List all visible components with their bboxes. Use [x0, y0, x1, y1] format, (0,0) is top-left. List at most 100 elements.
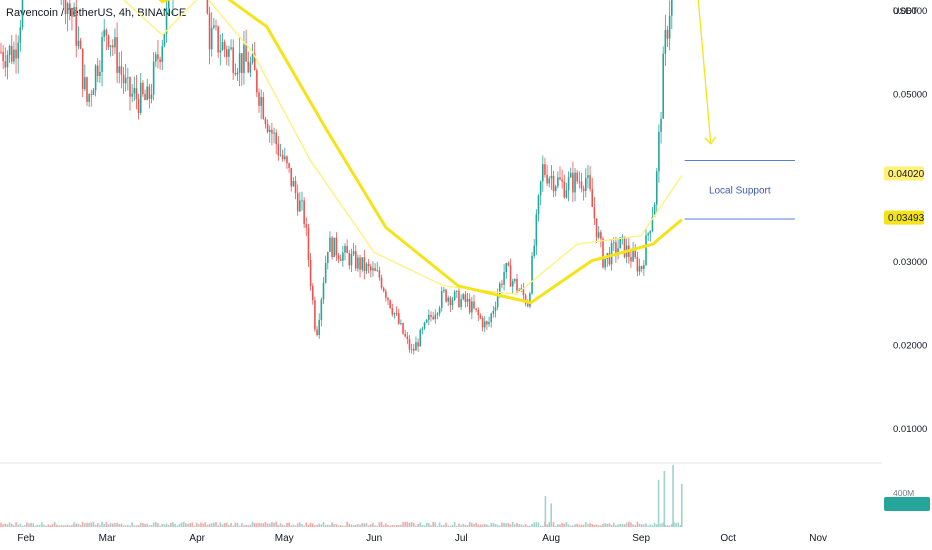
volume-bar: [120, 523, 123, 527]
volume-bar: [539, 525, 542, 527]
candle-body: [305, 224, 308, 228]
volume-bar: [672, 465, 674, 527]
volume-bar: [32, 523, 35, 527]
candle-body: [71, 9, 73, 17]
time-tick-label: Jul: [455, 533, 468, 544]
candle-body: [593, 206, 596, 219]
price-tick-label: 0.06000: [893, 6, 927, 17]
candle-body: [615, 242, 617, 255]
volume-bar: [148, 525, 151, 527]
volume-bar: [322, 522, 325, 527]
candle-body: [243, 44, 245, 73]
volume-bar: [23, 525, 26, 527]
volume-bar: [96, 523, 99, 527]
candle-body: [367, 263, 370, 267]
volume-bar: [273, 522, 275, 527]
time-tick-label: Nov: [809, 533, 827, 544]
candle-body: [236, 72, 239, 75]
candle-body: [395, 313, 398, 314]
volume-bar: [264, 521, 267, 527]
volume-bar: [561, 523, 563, 527]
candle-body: [260, 97, 262, 106]
candle-body: [438, 307, 441, 314]
candle-body: [129, 77, 131, 97]
candle-body: [389, 300, 391, 308]
volume-bar: [268, 523, 271, 527]
volume-bar: [316, 524, 318, 527]
candle-body: [554, 186, 557, 192]
volume-bar: [475, 522, 477, 527]
time-tick-label: Jun: [366, 533, 382, 544]
volume-bar: [460, 525, 462, 527]
volume-bar: [305, 522, 308, 527]
volume-bar: [86, 522, 88, 527]
candle-body: [365, 263, 368, 272]
candle-body: [496, 294, 499, 308]
volume-bar: [636, 521, 639, 527]
volume-bar: [109, 522, 112, 527]
volume-bar: [634, 525, 637, 527]
candle-body: [264, 118, 267, 124]
volume-bar: [647, 525, 649, 527]
volume-bar: [4, 523, 7, 527]
volume-bar: [400, 524, 402, 527]
volume-bar: [593, 524, 596, 527]
candle-body: [284, 156, 286, 160]
volume-bar: [591, 524, 594, 527]
candle-body: [623, 236, 626, 257]
volume-bar: [372, 522, 374, 527]
volume-bar: [565, 522, 568, 527]
candle-body: [230, 47, 232, 50]
volume-bar: [45, 525, 47, 527]
candle-body: [511, 281, 514, 287]
volume-bar: [445, 522, 447, 527]
candle-body: [600, 232, 602, 239]
candle-body: [561, 179, 563, 182]
candle-body: [507, 262, 510, 266]
volume-bar: [116, 522, 118, 527]
volume-bar: [150, 525, 153, 527]
volume-bar: [260, 523, 262, 527]
volume-bar: [638, 523, 641, 527]
volume-bar: [15, 522, 17, 527]
candle-body: [331, 237, 333, 258]
candle-body: [610, 243, 613, 265]
volume-bar: [185, 523, 187, 527]
volume-bar: [680, 483, 683, 527]
volume-bar: [557, 524, 559, 527]
candle-body: [408, 338, 411, 350]
candle-body: [591, 189, 594, 207]
candle-body: [563, 181, 566, 198]
candle-body: [445, 289, 447, 302]
volume-bar: [671, 524, 673, 527]
volume-bar: [178, 523, 181, 527]
volume-bar: [344, 525, 346, 527]
volume-bar: [296, 523, 299, 527]
candle-body: [163, 33, 166, 47]
volume-bar: [531, 524, 533, 527]
volume-bar: [546, 524, 548, 527]
projection-arrow: [697, 0, 712, 144]
ma-fast-line: [122, 0, 683, 295]
candle-body: [533, 245, 535, 257]
volume-bar: [359, 524, 361, 527]
time-tick-label: May: [275, 533, 294, 544]
volume-bar: [348, 523, 351, 527]
volume-bar: [236, 522, 239, 527]
time-axis: Feb Mar Apr May Jun Jul Aug Sep Oct Nov: [17, 533, 827, 544]
candle-body: [344, 245, 346, 253]
candle-body: [318, 319, 320, 336]
candle-body: [664, 29, 667, 54]
candle-body: [228, 49, 230, 57]
volume-tick-label: 400M: [893, 488, 914, 498]
candle-body: [524, 295, 527, 304]
volume-bar: [271, 521, 273, 527]
volume-bar: [62, 525, 65, 527]
volume-bar: [576, 523, 578, 527]
candle-body: [262, 97, 265, 119]
volume-bar: [266, 523, 269, 527]
candle-body: [208, 13, 211, 50]
volume-bar: [436, 525, 439, 527]
volume-bar: [479, 524, 482, 527]
